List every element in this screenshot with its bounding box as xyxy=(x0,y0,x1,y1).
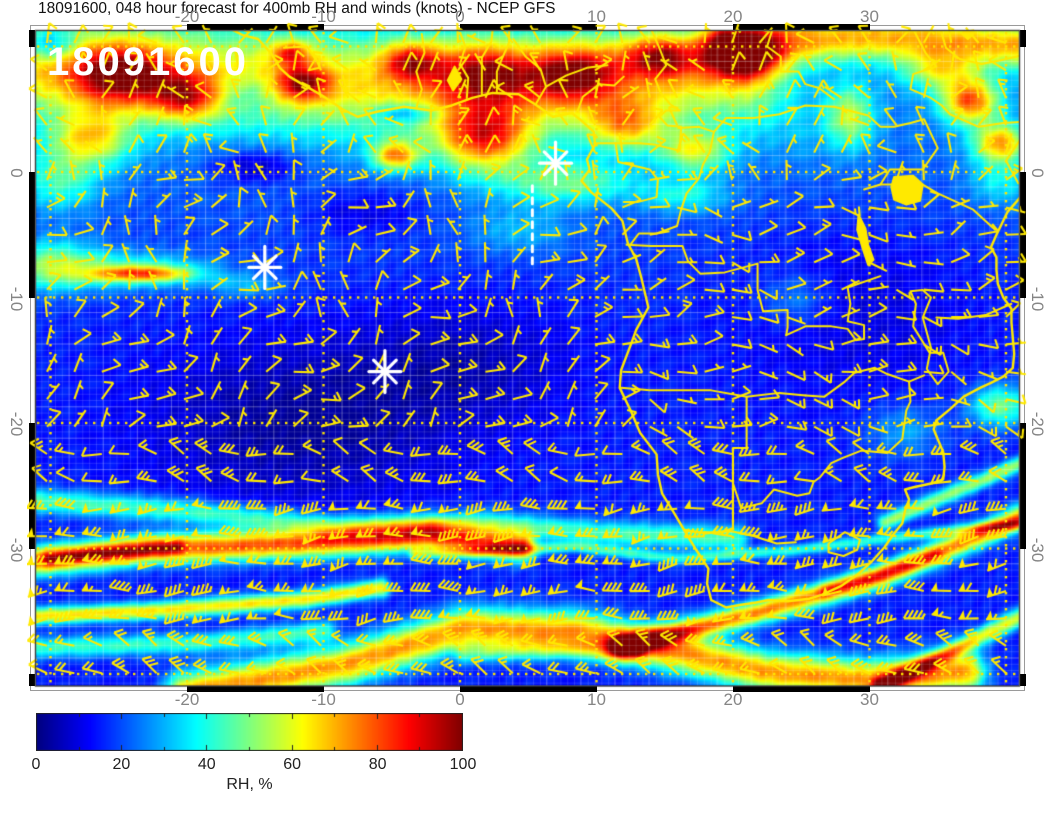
colorbar-title: RH, % xyxy=(226,776,273,793)
y-axis-tick-label-right: -10 xyxy=(1028,286,1047,311)
y-axis-tick-label-left: -10 xyxy=(7,286,26,311)
timestamp-overlay: 18091600 xyxy=(47,40,249,84)
y-axis-tick-label-right: -20 xyxy=(1028,411,1047,437)
colorbar-tick-label: 20 xyxy=(112,756,131,773)
colorbar-tick-label: 60 xyxy=(283,756,302,773)
colorbar-tick-label: 40 xyxy=(197,756,216,773)
map-canvas xyxy=(27,8,1028,708)
y-axis-tick-label-left: -30 xyxy=(7,537,26,562)
y-axis-tick-label-right: -30 xyxy=(1028,537,1047,562)
colorbar-tick-label: 80 xyxy=(368,756,387,773)
colorbar-tick-label: 0 xyxy=(31,756,41,773)
y-axis-tick-label-right: 0 xyxy=(1028,168,1047,178)
y-axis-tick-label-left: -20 xyxy=(7,411,26,437)
y-axis-tick-label-left: 0 xyxy=(7,168,26,178)
colorbar-tick-label: 100 xyxy=(449,756,477,773)
colorbar-canvas xyxy=(36,713,463,751)
